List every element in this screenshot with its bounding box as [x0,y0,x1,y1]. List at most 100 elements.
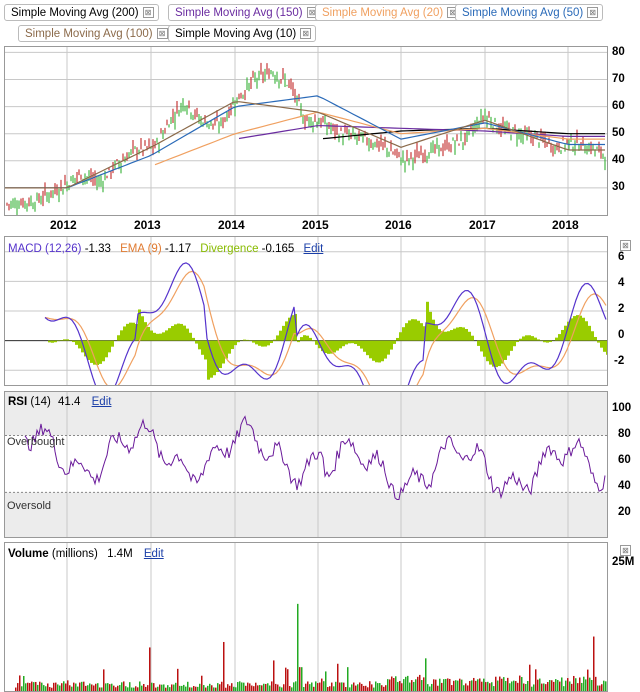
divergence-bar [111,341,114,347]
divergence-bar [477,341,480,346]
close-icon[interactable]: ⊠ [157,28,168,39]
legend-chip-label: Simple Moving Avg (150) [175,7,303,19]
rsi-label: RSI [8,396,27,408]
legend-chip-sma20[interactable]: Simple Moving Avg (20)⊠ [315,4,463,21]
divergence-bar [555,338,558,341]
legend-chip-sma100[interactable]: Simple Moving Avg (100)⊠ [18,25,173,42]
divergence-bar [444,332,447,341]
close-icon[interactable]: ⊠ [300,28,311,39]
divergence-bar [345,341,348,345]
volume-bar [507,678,509,691]
divergence-bar [201,341,204,355]
divergence-bar [153,333,156,341]
legend-chip-sma10[interactable]: Simple Moving Avg (10)⊠ [168,25,316,42]
divergence-bar [450,330,453,341]
divergence-bar [183,326,186,341]
close-icon[interactable]: ⊠ [587,7,598,18]
volume-bar [599,686,601,691]
macd-axis: 6 4 2 0 -2 [608,236,640,386]
x-tick-year: 2018 [552,218,579,232]
volume-bar [165,688,167,691]
volume-bar [229,686,231,691]
divergence-bar [162,332,165,340]
close-icon[interactable]: ⊠ [143,7,154,18]
divergence-bar [258,341,261,346]
volume-bar [179,686,181,691]
volume-bar [67,680,69,691]
volume-bar [529,665,531,691]
overbought-label: Overbought [7,436,64,448]
rsi-edit-link[interactable]: Edit [92,396,112,408]
volume-bar [417,677,419,691]
divergence-bar [528,335,531,340]
divergence-bar [507,341,510,356]
divergence-bar [582,318,585,341]
volume-bar [191,687,193,691]
divergence-bar [279,331,282,341]
legend-chip-sma150[interactable]: Simple Moving Avg (150)⊠ [168,4,323,21]
volume-bar [445,679,447,691]
divergence-bar [63,339,66,340]
volume-bar [251,686,253,691]
macd-edit-link[interactable]: Edit [303,243,323,255]
divergence-bar [60,340,63,341]
legend-chip-label: Simple Moving Avg (200) [11,7,139,19]
x-tick-year: 2013 [134,218,161,232]
divergence-bar [600,341,603,348]
divergence-bar [72,341,75,342]
volume-bar [15,688,17,691]
divergence-bar [480,341,483,352]
volume-bar [273,660,275,691]
divergence-bar [558,334,561,341]
volume-label: Volume [8,548,49,560]
divergence-bar [420,323,423,340]
volume-bar [159,685,161,691]
rsi-tick: 100 [612,402,631,414]
divergence-bar [297,341,300,342]
price-tick: 40 [612,154,625,166]
divergence-bar [312,341,315,342]
volume-bar [203,685,205,691]
divergence-bar [192,338,195,341]
divergence-bar [456,327,459,340]
volume-bar [195,687,197,691]
divergence-bar [102,341,105,362]
volume-bar [351,684,353,691]
legend-chip-sma200[interactable]: Simple Moving Avg (200) ⊠ [4,4,159,21]
volume-bar [337,664,339,691]
volume-bar [583,677,585,691]
divergence-bar [252,341,255,343]
legend-chip-sma50[interactable]: Simple Moving Avg (50)⊠ [455,4,603,21]
divergence-bar [387,341,390,355]
volume-bar [575,678,577,691]
volume-bar [145,687,147,691]
macd-panel: MACD (12,26) -1.33 EMA (9) -1.17 Diverge… [4,236,608,386]
divergence-bar [168,328,171,340]
volume-bar [381,685,383,691]
divergence-bar [588,326,591,341]
volume-bar [393,678,395,691]
divergence-bar [531,336,534,340]
volume-edit-link[interactable]: Edit [144,548,164,560]
macd-value: -1.33 [85,243,111,255]
divergence-bar [246,340,249,341]
price-tick: 60 [612,100,625,112]
volume-tick: 25M [612,556,634,568]
volume-bar [257,685,259,691]
divergence-bar [579,316,582,341]
volume-bar [373,688,375,691]
volume-bar [269,685,271,691]
volume-bar [87,685,89,691]
x-tick-year: 2016 [385,218,412,232]
volume-chart [5,543,607,691]
volume-bar [519,676,521,691]
divergence-bar [459,327,462,341]
divergence-bar [96,341,99,365]
volume-bar [177,669,179,691]
divergence-bar [402,327,405,340]
divergence-bar [351,341,354,344]
volume-bar [45,686,47,691]
volume-bar [407,676,409,691]
volume-bar [593,637,595,691]
volume-bar [449,679,451,691]
